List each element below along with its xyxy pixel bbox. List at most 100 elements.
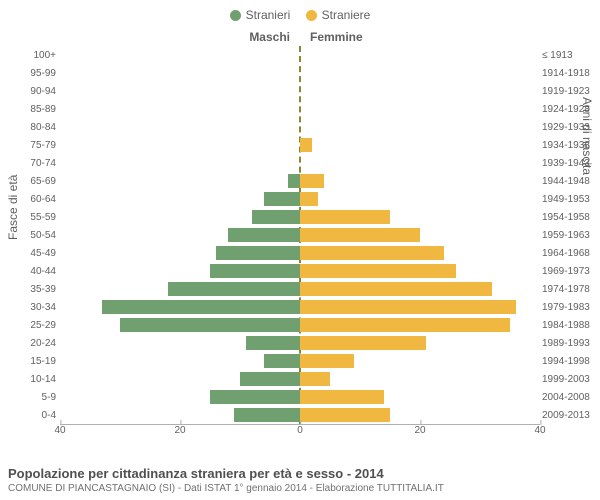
female-half (300, 226, 540, 244)
pyramid-row: 60-641949-1953 (60, 190, 540, 208)
legend-swatch-male (230, 10, 241, 21)
age-label: 15-19 (12, 356, 56, 367)
pyramid-row: 35-391974-1978 (60, 280, 540, 298)
male-half (60, 136, 300, 154)
birth-year-label: 1934-1938 (542, 140, 596, 151)
bar-male (264, 354, 300, 368)
bar-male (252, 210, 300, 224)
plot-area: 100+≤ 191395-991914-191890-941919-192385… (60, 46, 540, 424)
x-axis: 402002040 (60, 424, 540, 443)
female-half (300, 280, 540, 298)
male-half (60, 100, 300, 118)
x-tick: 0 (297, 425, 303, 436)
bar-male (102, 300, 300, 314)
age-label: 25-29 (12, 320, 56, 331)
male-half (60, 388, 300, 406)
birth-year-label: 1969-1973 (542, 266, 596, 277)
male-half (60, 316, 300, 334)
bar-male (216, 246, 300, 260)
bar-female (300, 264, 456, 278)
birth-year-label: 1974-1978 (542, 284, 596, 295)
pyramid-row: 100+≤ 1913 (60, 46, 540, 64)
female-half (300, 82, 540, 100)
female-half (300, 100, 540, 118)
bar-female (300, 174, 324, 188)
bar-male (168, 282, 300, 296)
age-label: 35-39 (12, 284, 56, 295)
female-half (300, 208, 540, 226)
bar-female (300, 390, 384, 404)
male-half (60, 208, 300, 226)
birth-year-label: 1979-1983 (542, 302, 596, 313)
age-label: 30-34 (12, 302, 56, 313)
birth-year-label: 1959-1963 (542, 230, 596, 241)
bar-female (300, 408, 390, 422)
age-label: 90-94 (12, 86, 56, 97)
x-tick: 40 (534, 425, 545, 436)
bar-female (300, 210, 390, 224)
pyramid-row: 45-491964-1968 (60, 244, 540, 262)
pyramid-row: 30-341979-1983 (60, 298, 540, 316)
legend: Stranieri Straniere (0, 8, 600, 24)
age-label: 70-74 (12, 158, 56, 169)
pyramid-row: 40-441969-1973 (60, 262, 540, 280)
bar-male (228, 228, 300, 242)
birth-year-label: 2009-2013 (542, 410, 596, 421)
female-half (300, 136, 540, 154)
pyramid-row: 75-791934-1938 (60, 136, 540, 154)
female-half (300, 154, 540, 172)
male-half (60, 280, 300, 298)
bar-female (300, 300, 516, 314)
bar-female (300, 282, 492, 296)
bar-female (300, 318, 510, 332)
male-half (60, 298, 300, 316)
birth-year-label: 1989-1993 (542, 338, 596, 349)
age-label: 45-49 (12, 248, 56, 259)
birth-year-label: 1924-1928 (542, 104, 596, 115)
age-label: 40-44 (12, 266, 56, 277)
birth-year-label: 1914-1918 (542, 68, 596, 79)
female-half (300, 46, 540, 64)
chart-title: Popolazione per cittadinanza straniera p… (8, 466, 592, 481)
legend-item-female: Straniere (306, 8, 371, 22)
age-label: 95-99 (12, 68, 56, 79)
x-tick: 20 (174, 425, 185, 436)
male-half (60, 226, 300, 244)
birth-year-label: 1984-1988 (542, 320, 596, 331)
pyramid-row: 20-241989-1993 (60, 334, 540, 352)
male-half (60, 46, 300, 64)
male-half (60, 334, 300, 352)
birth-year-label: 1954-1958 (542, 212, 596, 223)
male-half (60, 64, 300, 82)
pyramid-row: 85-891924-1928 (60, 100, 540, 118)
birth-year-label: 1939-1943 (542, 158, 596, 169)
pyramid-row: 80-841929-1933 (60, 118, 540, 136)
birth-year-label: 1994-1998 (542, 356, 596, 367)
age-label: 60-64 (12, 194, 56, 205)
bar-male (120, 318, 300, 332)
pyramid-row: 55-591954-1958 (60, 208, 540, 226)
birth-year-label: 1949-1953 (542, 194, 596, 205)
female-half (300, 370, 540, 388)
birth-year-label: 2004-2008 (542, 392, 596, 403)
birth-year-label: ≤ 1913 (542, 50, 596, 61)
female-half (300, 316, 540, 334)
male-half (60, 190, 300, 208)
age-label: 10-14 (12, 374, 56, 385)
legend-label-female: Straniere (322, 8, 371, 22)
male-half (60, 172, 300, 190)
bar-male (246, 336, 300, 350)
bar-male (210, 390, 300, 404)
pyramid-row: 95-991914-1918 (60, 64, 540, 82)
pyramid-row: 10-141999-2003 (60, 370, 540, 388)
female-half (300, 334, 540, 352)
pyramid-row: 5-92004-2008 (60, 388, 540, 406)
male-half (60, 244, 300, 262)
pyramid-row: 70-741939-1943 (60, 154, 540, 172)
chart-footer: Popolazione per cittadinanza straniera p… (8, 466, 592, 494)
female-half (300, 298, 540, 316)
age-label: 85-89 (12, 104, 56, 115)
side-title-female: Femmine (310, 30, 363, 44)
bar-female (300, 246, 444, 260)
pyramid-row: 50-541959-1963 (60, 226, 540, 244)
